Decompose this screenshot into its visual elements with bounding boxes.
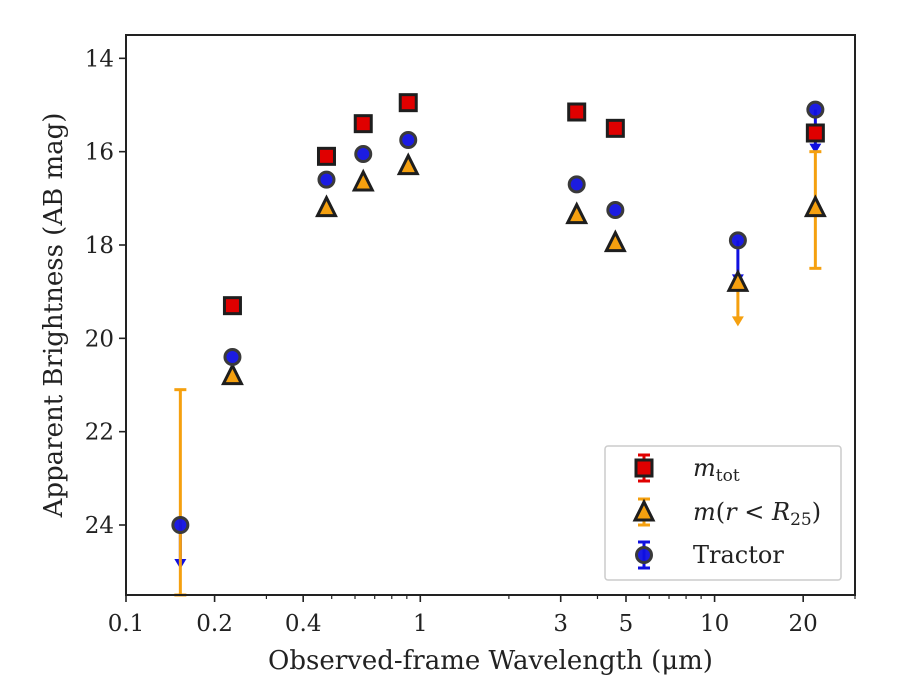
- legend-label-tractor: Tractor: [693, 541, 784, 569]
- legend-label-m-r25: m(r < R25): [693, 498, 821, 530]
- data-point: [726, 268, 750, 292]
- data-point: [315, 194, 338, 218]
- data-point: [805, 123, 825, 143]
- legend-marker: [635, 546, 653, 564]
- y-axis: 14 16 18 20 22 24: [85, 46, 126, 539]
- x-tick-label: 0.2: [196, 611, 233, 637]
- data-point: [223, 348, 242, 366]
- data-point: [806, 100, 825, 119]
- data-point: [317, 170, 336, 189]
- data-point: [354, 145, 373, 163]
- x-axis: 0.1 0.2 0.4 1 3 5 10 20: [108, 595, 856, 637]
- data-point: [222, 296, 242, 316]
- x-tick-label: 0.1: [108, 611, 145, 637]
- plot-frame: [125, 34, 856, 596]
- error-bar: [174, 388, 187, 597]
- x-tick-label: 3: [553, 611, 568, 637]
- y-tick-label: 18: [85, 233, 114, 259]
- data-point: [221, 362, 244, 386]
- data-point: [396, 152, 420, 176]
- y-tick-label: 20: [85, 326, 114, 352]
- legend-box: [604, 445, 842, 581]
- data-point: [399, 131, 418, 149]
- y-tick-label: 16: [85, 140, 114, 166]
- y-tick-label: 14: [85, 46, 114, 72]
- data-point: [316, 146, 336, 166]
- x-tick-label: 20: [789, 611, 818, 637]
- data-point: [351, 168, 375, 192]
- legend: mtot m(r < R25) Tractor: [604, 445, 842, 581]
- legend-marker: [632, 498, 656, 522]
- data-point: [803, 194, 827, 218]
- data-point: [728, 231, 747, 250]
- x-tick-label: 10: [700, 611, 729, 637]
- y-tick-label: 22: [85, 420, 114, 446]
- x-tick-label: 1: [413, 611, 428, 637]
- data-point: [603, 229, 627, 253]
- data-point: [567, 102, 587, 122]
- x-axis-label: Observed-frame Wavelength (μm): [268, 646, 713, 676]
- data-point: [567, 175, 586, 194]
- data-point: [398, 93, 418, 113]
- data-point: [171, 516, 190, 534]
- y-tick-label: 24: [85, 513, 114, 539]
- x-tick-label: 5: [619, 611, 634, 637]
- x-tick-label: 0.4: [285, 611, 322, 637]
- data-point: [606, 201, 625, 219]
- data-point: [353, 114, 373, 134]
- legend-marker: [634, 458, 654, 478]
- y-axis-label: Apparent Brightness (AB mag): [39, 113, 69, 519]
- marker-layer: [171, 93, 827, 534]
- data-point: [565, 201, 589, 225]
- legend-symbols: [632, 453, 656, 570]
- data-point: [605, 118, 625, 138]
